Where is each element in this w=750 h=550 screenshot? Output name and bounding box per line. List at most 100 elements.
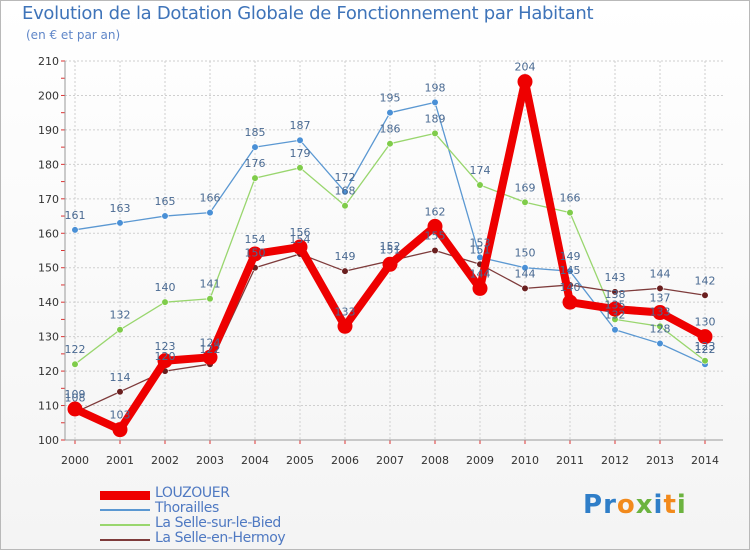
- data-label: 108: [65, 391, 86, 404]
- data-label: 176: [245, 157, 266, 170]
- data-label: 142: [695, 274, 716, 287]
- data-label: 185: [245, 126, 266, 139]
- data-point-thorailles: [71, 226, 79, 234]
- data-label: 109: [65, 388, 86, 401]
- y-tick-label: 210: [38, 55, 59, 68]
- data-point-la-selle-sur-le-bied: [116, 326, 124, 334]
- x-tick-label: 2003: [196, 454, 224, 467]
- data-point-la-selle-en-hermoy: [341, 267, 349, 275]
- data-label: 145: [560, 264, 581, 277]
- data-label: 132: [605, 309, 626, 322]
- data-label: 122: [65, 343, 86, 356]
- data-point-thorailles: [656, 339, 664, 348]
- data-point-la-selle-en-hermoy: [521, 284, 529, 293]
- y-tick-label: 150: [38, 262, 59, 275]
- y-tick-label: 100: [38, 434, 59, 447]
- data-point-louzouer: [517, 74, 533, 90]
- logo-letter: P: [583, 490, 604, 520]
- data-label: 123: [155, 340, 176, 353]
- logo-letter: x: [635, 490, 654, 520]
- data-point-thorailles: [386, 109, 394, 117]
- data-label: 179: [290, 147, 311, 160]
- series-lines: [67, 74, 713, 438]
- logo-letter: r: [603, 490, 617, 520]
- data-point-la-selle-sur-le-bied: [656, 322, 664, 330]
- y-tick-label: 190: [38, 124, 59, 137]
- data-label: 165: [155, 195, 176, 208]
- y-tick-label: 180: [38, 158, 59, 171]
- x-tick-label: 2007: [376, 454, 404, 467]
- data-label: 156: [290, 226, 311, 239]
- legend-swatch: [100, 524, 150, 526]
- x-tick-label: 2011: [556, 454, 584, 467]
- data-label: 140: [155, 281, 176, 294]
- legend-label: La Selle-en-Hermoy: [155, 530, 286, 546]
- data-point-la-selle-sur-le-bied: [476, 181, 484, 189]
- x-tick-label: 2001: [106, 454, 134, 467]
- data-label: 153: [470, 236, 491, 249]
- data-point-louzouer: [157, 353, 173, 369]
- x-tick-label: 2004: [241, 454, 269, 467]
- data-point-thorailles: [341, 188, 349, 196]
- data-label: 151: [470, 243, 491, 256]
- data-point-thorailles: [611, 326, 619, 334]
- x-tick-label: 2012: [601, 454, 629, 467]
- y-tick-label: 110: [38, 400, 59, 413]
- data-point-louzouer: [247, 246, 263, 262]
- data-point-louzouer: [337, 318, 353, 334]
- data-point-louzouer: [697, 329, 713, 345]
- data-label: 152: [380, 240, 401, 253]
- data-label: 189: [425, 112, 446, 125]
- data-label: 204: [515, 61, 536, 74]
- data-label: 166: [560, 192, 581, 205]
- data-point-la-selle-en-hermoy: [656, 284, 664, 293]
- data-label: 198: [425, 81, 446, 94]
- data-label: 122: [200, 343, 221, 356]
- x-tick-label: 2000: [61, 454, 89, 467]
- y-tick-label: 120: [38, 365, 59, 378]
- data-point-la-selle-en-hermoy: [701, 291, 709, 299]
- legend-swatch: [100, 491, 150, 500]
- data-point-la-selle-sur-le-bied: [161, 298, 169, 306]
- x-tick-label: 2009: [466, 454, 494, 467]
- data-label: 162: [425, 205, 446, 218]
- data-label: 149: [560, 250, 581, 263]
- data-point-la-selle-sur-le-bied: [701, 357, 709, 365]
- data-point-la-selle-sur-le-bied: [341, 202, 349, 210]
- data-point-la-selle-sur-le-bied: [566, 209, 574, 217]
- data-label: 130: [695, 316, 716, 329]
- data-point-louzouer: [607, 301, 623, 317]
- data-label: 128: [650, 323, 671, 336]
- legend-swatch: [100, 539, 150, 541]
- data-point-la-selle-sur-le-bied: [206, 295, 214, 303]
- data-point-la-selle-en-hermoy: [431, 246, 439, 255]
- y-tick-label: 130: [38, 331, 59, 344]
- legend-label: Thorailles: [155, 500, 219, 516]
- data-label: 103: [110, 409, 131, 422]
- data-point-louzouer: [202, 349, 218, 365]
- legend-swatch: [100, 509, 150, 511]
- proxiti-logo: Proxiti: [583, 490, 687, 520]
- x-tick-label: 2010: [511, 454, 539, 467]
- x-tick-label: 2008: [421, 454, 449, 467]
- data-label: 124: [200, 336, 221, 349]
- data-label: 151: [380, 243, 401, 256]
- chart-title: Evolution de la Dotation Globale de Fonc…: [22, 3, 594, 24]
- data-point-louzouer: [112, 422, 128, 438]
- data-label: 195: [380, 92, 401, 105]
- data-point-la-selle-sur-le-bied: [386, 140, 394, 148]
- data-label: 140: [560, 281, 581, 294]
- y-tick-label: 160: [38, 227, 59, 240]
- x-tick-label: 2014: [691, 454, 719, 467]
- axes: 100 110 120 130 140 150 160 170 180 190 200 210 2000…: [38, 55, 723, 467]
- data-label: 161: [65, 209, 86, 222]
- data-point-la-selle-sur-le-bied: [431, 129, 439, 137]
- data-label: 154: [245, 233, 266, 246]
- logo-letter: i: [653, 490, 664, 520]
- data-point-thorailles: [206, 209, 214, 217]
- data-label: 187: [290, 119, 311, 132]
- data-label: 133: [650, 305, 671, 318]
- data-label: 150: [245, 247, 266, 260]
